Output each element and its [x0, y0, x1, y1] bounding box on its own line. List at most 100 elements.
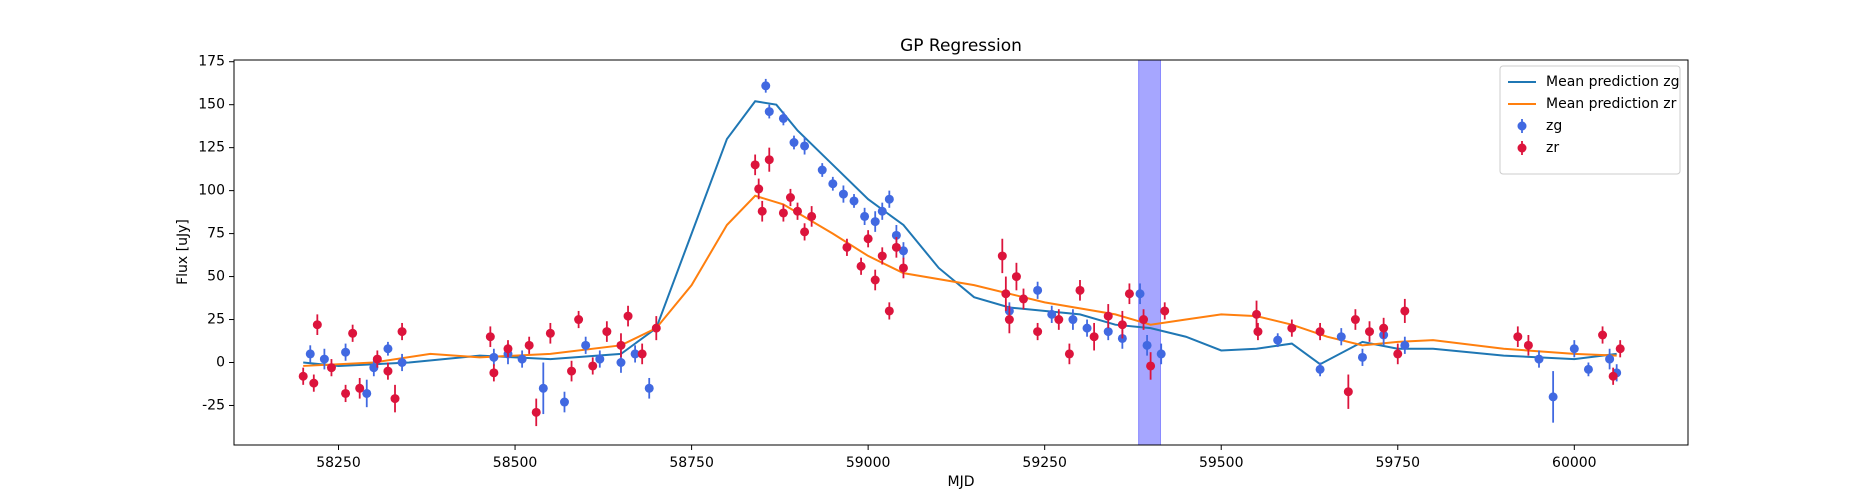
data-point — [383, 366, 393, 376]
data-point — [800, 141, 810, 151]
x-tick-label: 59750 — [1375, 455, 1420, 471]
data-point — [312, 320, 322, 330]
data-point — [489, 352, 499, 362]
data-point — [489, 368, 499, 378]
data-point — [1142, 340, 1152, 350]
x-tick-label: 60000 — [1552, 455, 1597, 471]
data-point — [870, 275, 880, 285]
data-point — [1004, 315, 1014, 325]
data-point — [616, 340, 626, 350]
data-point — [778, 208, 788, 218]
data-point — [1350, 315, 1360, 325]
legend-box — [1499, 65, 1681, 175]
data-point — [1135, 289, 1145, 299]
data-point — [602, 327, 612, 337]
data-point — [1608, 371, 1618, 381]
data-point — [1146, 361, 1156, 371]
data-point — [567, 366, 577, 376]
data-point — [1400, 340, 1410, 350]
data-point — [390, 394, 400, 404]
x-tick-label: 58500 — [493, 455, 538, 471]
data-point — [1075, 285, 1085, 295]
data-point — [1583, 364, 1593, 374]
data-point — [531, 407, 541, 417]
data-point — [1513, 332, 1523, 342]
x-tick-label: 58750 — [669, 455, 714, 471]
data-point — [651, 323, 661, 333]
data-point — [1054, 315, 1064, 325]
legend-label: zr — [1546, 140, 1559, 156]
data-point — [1315, 327, 1325, 337]
data-point — [884, 306, 894, 316]
data-point — [637, 349, 647, 359]
x-axis-label: MJD — [948, 474, 975, 490]
data-point — [630, 349, 640, 359]
data-point — [1068, 315, 1078, 325]
data-point — [1273, 335, 1283, 345]
data-point — [517, 354, 527, 364]
data-point — [1523, 340, 1533, 350]
data-point — [383, 344, 393, 354]
data-point — [309, 378, 319, 388]
data-point — [341, 388, 351, 398]
y-tick-label: 100 — [198, 183, 225, 199]
data-point — [1117, 320, 1127, 330]
data-point — [581, 340, 591, 350]
data-point — [849, 196, 859, 206]
data-point — [1103, 311, 1113, 321]
data-point — [1103, 327, 1113, 337]
data-point — [1252, 309, 1262, 319]
legend-label: zg — [1546, 118, 1562, 134]
data-point — [616, 358, 626, 367]
data-point — [860, 211, 870, 221]
x-tick-label: 59500 — [1199, 455, 1244, 471]
data-point — [1357, 352, 1367, 362]
data-point — [588, 361, 598, 371]
data-point — [341, 347, 351, 357]
legend-swatch — [1517, 143, 1527, 153]
y-tick-label: 125 — [198, 140, 225, 156]
data-point — [362, 388, 372, 398]
data-point — [764, 107, 774, 117]
y-tick-label: 25 — [207, 312, 225, 328]
data-point — [1064, 349, 1074, 359]
data-point — [524, 340, 534, 350]
mean-line — [303, 194, 1617, 367]
y-tick-label: 0 — [216, 355, 225, 371]
data-point — [1001, 289, 1011, 299]
data-point — [397, 358, 407, 367]
data-point — [1160, 306, 1170, 316]
data-point — [838, 189, 848, 199]
data-point — [1033, 285, 1043, 295]
data-point — [397, 327, 407, 337]
y-tick-label: 75 — [207, 226, 225, 242]
data-point — [298, 371, 308, 381]
data-point — [828, 179, 838, 189]
data-point — [319, 354, 329, 364]
data-point — [538, 383, 548, 393]
legend-label: Mean prediction zg — [1546, 74, 1680, 90]
data-point — [1047, 309, 1057, 319]
data-point — [750, 160, 760, 170]
data-point — [997, 251, 1007, 261]
data-point — [1336, 332, 1346, 342]
data-point — [1379, 323, 1389, 333]
data-point — [326, 363, 336, 373]
data-point — [1534, 354, 1544, 364]
data-point — [764, 155, 774, 165]
x-tick-label: 59000 — [846, 455, 891, 471]
data-point — [877, 206, 887, 216]
data-point — [1124, 289, 1134, 299]
x-tick-label: 59250 — [1022, 455, 1067, 471]
data-point — [644, 383, 654, 393]
data-point — [793, 206, 803, 216]
y-tick-label: -25 — [202, 397, 225, 413]
data-point — [1139, 315, 1149, 325]
data-point — [485, 332, 495, 342]
data-point — [877, 251, 887, 261]
data-point — [1393, 349, 1403, 359]
data-point — [757, 206, 767, 216]
data-point — [891, 242, 901, 252]
data-point — [1089, 332, 1099, 342]
